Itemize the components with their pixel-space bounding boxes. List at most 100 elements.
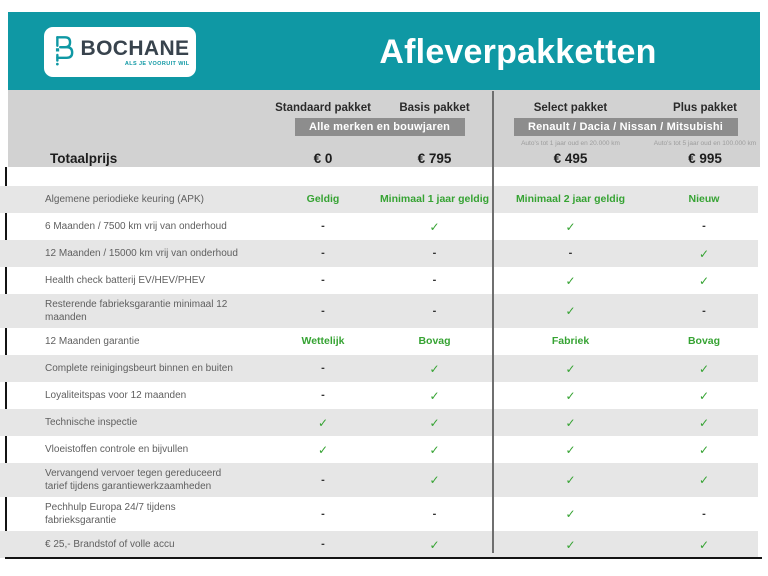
row-value-basis: ✓	[429, 442, 440, 457]
group-badge-all-brands: Alle merken en bouwjaren	[294, 118, 465, 136]
table-body: Algemene periodieke keuring (APK) Geldig…	[0, 186, 758, 558]
table-row: Pechhulp Europa 24/7 tijdens fabrieksgar…	[0, 497, 758, 531]
table-row: Complete reinigingsbeurt binnen en buite…	[0, 355, 758, 382]
row-value-plus: ✓	[698, 473, 710, 487]
table-header: Standaard pakket Basis pakket Select pak…	[8, 90, 760, 167]
row-label: 12 Maanden garantie	[45, 336, 140, 347]
logo-tagline: ALS JE VOORUIT WIL	[124, 60, 190, 67]
price-select: € 495	[553, 151, 588, 166]
row-value-select: ✓	[565, 219, 576, 234]
row-label: Pechhulp Europa 24/7 tijdens fabrieksgar…	[45, 502, 176, 526]
row-value-standaard: -	[321, 362, 325, 374]
row-value-plus: ✓	[698, 442, 710, 457]
row-value-select: ✓	[565, 361, 576, 376]
page-title: Afleverpakketten	[379, 33, 657, 71]
logo-text: BOCHANE ALS JE VOORUIT WIL	[81, 38, 190, 67]
row-value-standaard: ✓	[317, 415, 329, 430]
table-row: Vervangend vervoer tegen gereduceerd tar…	[0, 463, 758, 497]
row-value-standaard: -	[321, 247, 325, 259]
table-row: Resterende fabrieksgarantie minimaal 12 …	[0, 294, 758, 328]
row-value-standaard: -	[321, 507, 325, 520]
row-value-basis: -	[432, 304, 437, 317]
row-value-select: ✓	[565, 388, 576, 403]
table-row: 12 Maanden garantie Wettelijk Bovag Fabr…	[0, 328, 758, 355]
row-value-basis: ✓	[429, 219, 440, 234]
row-value-standaard: Geldig	[306, 193, 340, 206]
row-label: Health check batterij EV/HEV/PHEV	[45, 275, 206, 286]
row-value-plus: ✓	[698, 537, 710, 552]
table-row: 12 Maanden / 15000 km vrij van onderhoud…	[0, 240, 758, 267]
row-value-plus: ✓	[698, 273, 710, 288]
row-value-select: ✓	[565, 415, 576, 430]
column-select-pakket: Select pakket	[533, 101, 608, 114]
row-value-select: -	[568, 247, 573, 259]
row-value-basis: Bovag	[418, 335, 451, 348]
row-value-select: Fabriek	[551, 335, 590, 348]
row-value-select: ✓	[565, 537, 576, 552]
row-label: Vloeistoffen controle en bijvullen	[45, 444, 189, 455]
header-banner: BOCHANE ALS JE VOORUIT WIL Afleverpakket…	[8, 12, 760, 90]
row-value-select: Minimaal 2 jaar geldig	[515, 193, 626, 206]
row-label: Resterende fabrieksgarantie minimaal 12 …	[45, 299, 228, 323]
logo-wordmark: BOCHANE	[80, 36, 190, 60]
row-value-standaard: -	[321, 538, 325, 550]
row-value-standaard: -	[321, 473, 325, 486]
plus-pakket-note: Auto's tot 5 jaar oud en 100.000 km	[653, 139, 757, 147]
row-label: Loyaliteitspas voor 12 maanden	[45, 390, 187, 401]
select-pakket-note: Auto's tot 1 jaar oud en 20.000 km	[521, 139, 620, 147]
price-basis: € 795	[417, 151, 452, 166]
table-bottom-border	[5, 557, 762, 559]
row-label: 6 Maanden / 7500 km vrij van onderhoud	[45, 221, 227, 232]
row-value-basis: ✓	[429, 361, 440, 376]
row-label: Technische inspectie	[45, 417, 138, 428]
row-value-plus: -	[702, 304, 706, 317]
row-value-select: ✓	[565, 442, 576, 457]
row-value-basis: -	[432, 247, 437, 259]
row-value-standaard: -	[321, 274, 325, 286]
row-label: Complete reinigingsbeurt binnen en buite…	[45, 363, 233, 374]
table-row: Technische inspectie ✓ ✓ ✓ ✓	[0, 409, 758, 436]
row-label: Vervangend vervoer tegen gereduceerd tar…	[45, 468, 222, 492]
column-plus-pakket: Plus pakket	[673, 101, 737, 114]
row-value-select: ✓	[565, 473, 576, 487]
row-value-plus: -	[702, 507, 706, 520]
row-label: € 25,- Brandstof of volle accu	[45, 539, 175, 550]
row-value-basis: ✓	[429, 473, 440, 487]
row-value-plus: -	[702, 220, 706, 232]
bochane-logo: BOCHANE ALS JE VOORUIT WIL	[44, 27, 196, 77]
row-value-standaard: ✓	[317, 442, 329, 457]
column-standaard-pakket: Standaard pakket	[275, 101, 371, 114]
row-value-plus: ✓	[698, 361, 710, 376]
row-value-basis: -	[432, 274, 437, 286]
bochane-logo-icon	[51, 30, 75, 75]
column-basis-pakket: Basis pakket	[399, 101, 470, 114]
price-standaard: € 0	[313, 151, 333, 166]
row-value-basis: ✓	[429, 388, 440, 403]
row-value-standaard: -	[321, 304, 325, 317]
table-row: 6 Maanden / 7500 km vrij van onderhoud -…	[0, 213, 758, 240]
row-value-plus: Bovag	[687, 335, 721, 348]
row-label: 12 Maanden / 15000 km vrij van onderhoud	[45, 248, 238, 259]
table-row: Health check batterij EV/HEV/PHEV - - ✓ …	[0, 267, 758, 294]
total-price-label: Totaalprijs	[50, 151, 118, 166]
price-plus: € 995	[688, 151, 722, 166]
row-value-plus: Nieuw	[688, 193, 720, 206]
row-value-standaard: -	[321, 389, 325, 401]
column-group-divider	[492, 91, 494, 553]
row-value-basis: ✓	[429, 537, 440, 552]
row-value-select: ✓	[565, 507, 576, 521]
row-value-select: ✓	[565, 273, 576, 288]
row-value-plus: ✓	[698, 415, 710, 430]
row-value-basis: Minimaal 1 jaar geldig	[379, 193, 490, 206]
group-badge-renault-dacia-nissan-mitsubishi: Renault / Dacia / Nissan / Mitsubishi	[513, 118, 738, 136]
table-row: Loyaliteitspas voor 12 maanden - ✓ ✓ ✓	[0, 382, 758, 409]
row-value-plus: ✓	[698, 388, 710, 403]
row-value-basis: ✓	[429, 415, 440, 430]
table-row: Vloeistoffen controle en bijvullen ✓ ✓ ✓…	[0, 436, 758, 463]
table-row: Algemene periodieke keuring (APK) Geldig…	[0, 186, 758, 213]
row-value-standaard: -	[321, 220, 325, 232]
row-label: Algemene periodieke keuring (APK)	[45, 194, 204, 205]
row-value-select: ✓	[565, 304, 576, 318]
row-value-plus: ✓	[698, 246, 710, 261]
